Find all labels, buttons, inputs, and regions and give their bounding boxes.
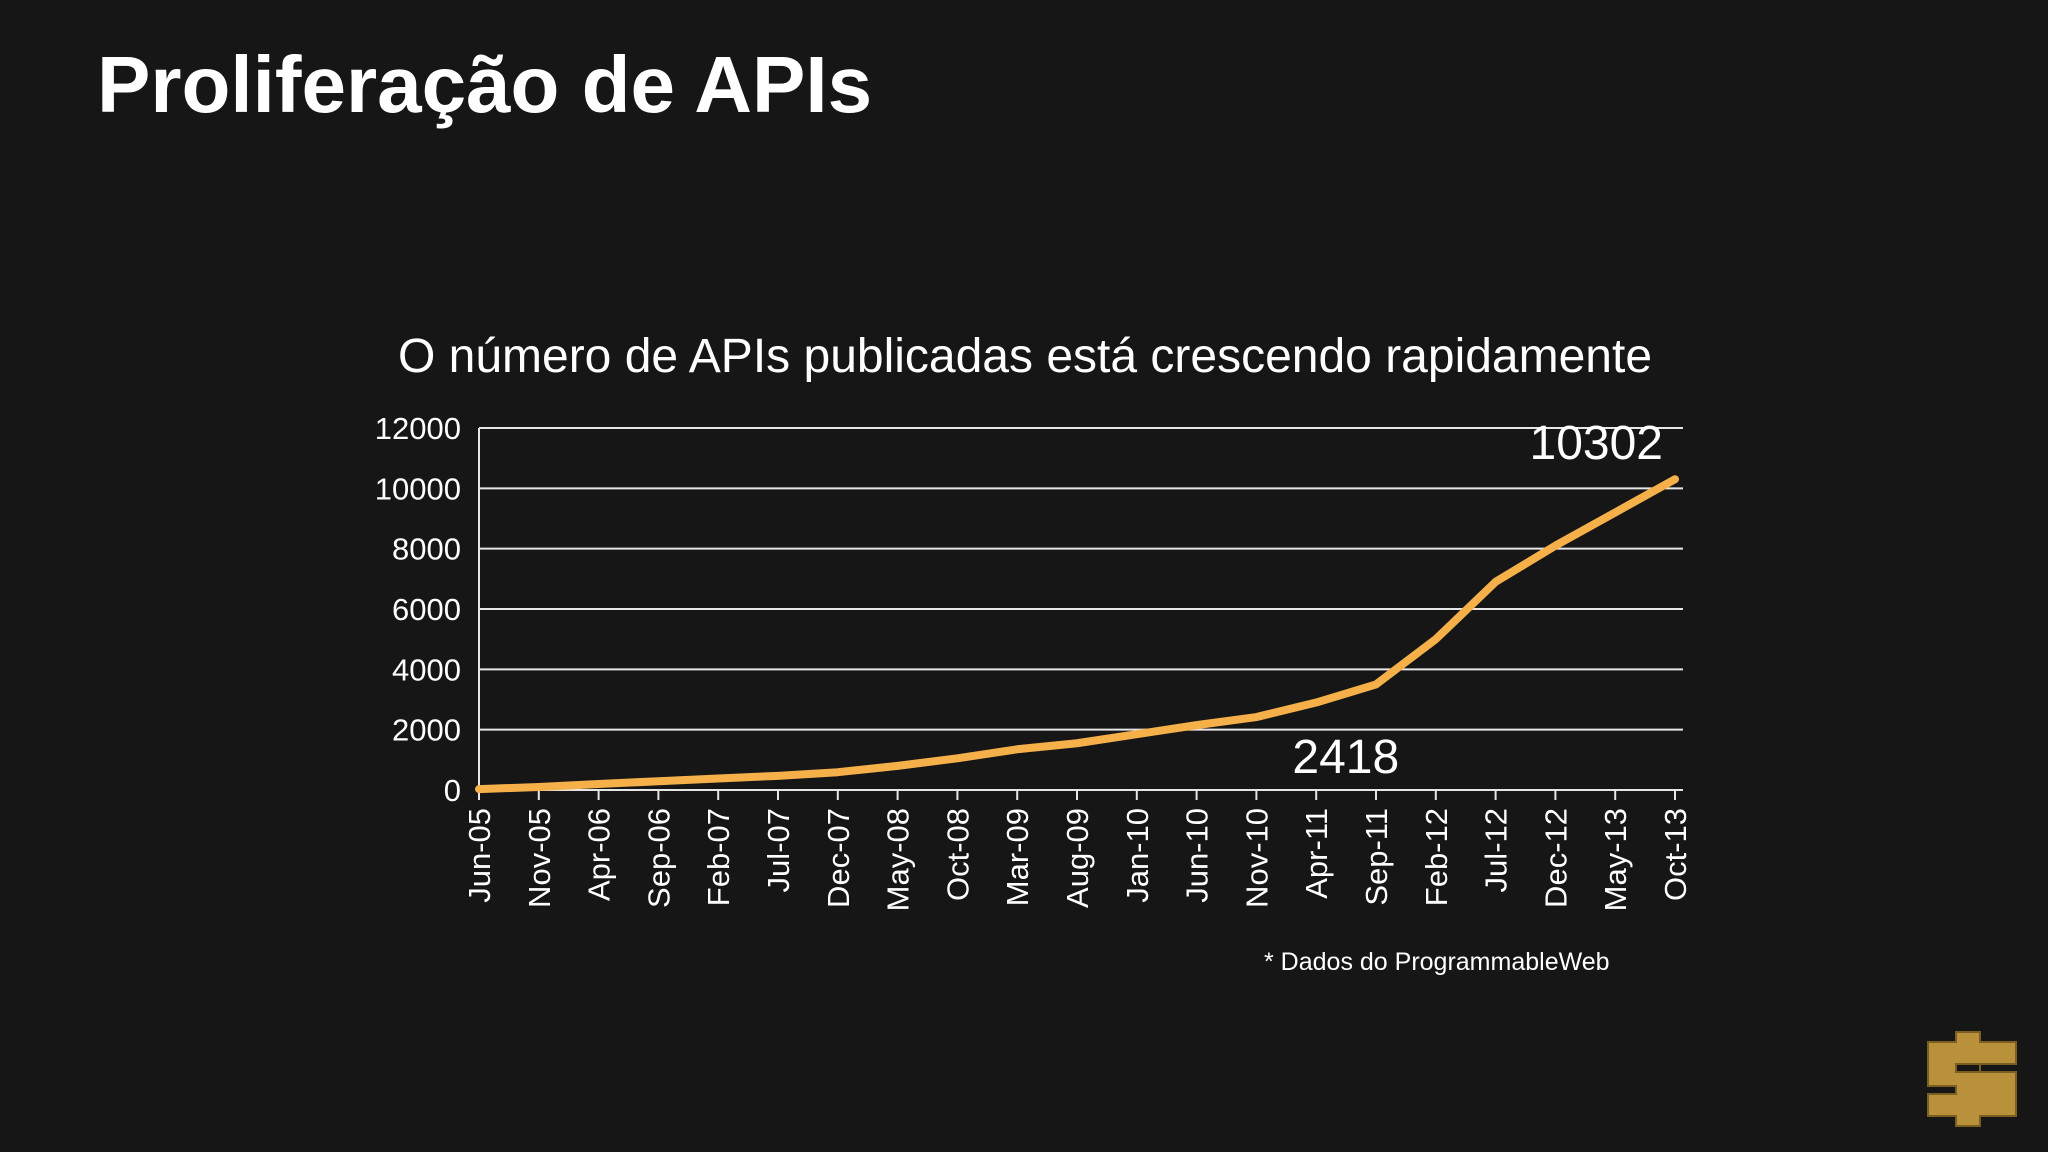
y-tick-label: 0: [444, 773, 461, 808]
data-label: 10302: [1530, 417, 1663, 470]
y-tick-label: 6000: [392, 592, 461, 627]
x-tick-label: Sep-11: [1359, 808, 1394, 906]
slide-title: Proliferação de APIs: [97, 40, 872, 129]
x-tick-label: May-13: [1598, 808, 1633, 911]
y-tick-label: 10000: [375, 471, 461, 506]
chart-title: O número de APIs publicadas está crescen…: [398, 330, 1652, 383]
x-tick-label: Oct-13: [1658, 808, 1693, 901]
x-tick-label: Jan-10: [1120, 808, 1155, 903]
logo: [1927, 1031, 2017, 1127]
y-tick-label: 8000: [392, 532, 461, 567]
x-tick-label: Oct-08: [940, 808, 975, 901]
x-tick-label: Jun-05: [462, 808, 497, 903]
x-tick-label: Mar-09: [1000, 808, 1035, 906]
x-tick-label: Jun-10: [1180, 808, 1215, 903]
y-tick-label: 12000: [375, 411, 461, 446]
x-tick-label: Dec-07: [821, 808, 856, 908]
y-tick-label: 4000: [392, 652, 461, 687]
x-tick-label: Feb-07: [701, 808, 736, 906]
x-tick-label: Dec-12: [1538, 808, 1573, 908]
x-tick-label: Nov-10: [1239, 808, 1274, 908]
data-label: 2418: [1292, 731, 1399, 784]
x-tick-label: Jul-12: [1479, 808, 1514, 892]
x-tick-label: May-08: [881, 808, 916, 911]
footnote: * Dados do ProgrammableWeb: [1264, 948, 1610, 976]
x-tick-label: Apr-11: [1299, 808, 1334, 899]
x-tick-label: Jul-07: [761, 808, 796, 892]
x-tick-label: Aug-09: [1060, 808, 1095, 908]
x-tick-label: Feb-12: [1419, 808, 1454, 906]
x-tick-label: Sep-06: [641, 808, 676, 908]
y-tick-label: 2000: [392, 713, 461, 748]
x-tick-label: Apr-06: [582, 808, 617, 901]
x-tick-label: Nov-05: [522, 808, 557, 908]
data-line: [475, 475, 1679, 794]
